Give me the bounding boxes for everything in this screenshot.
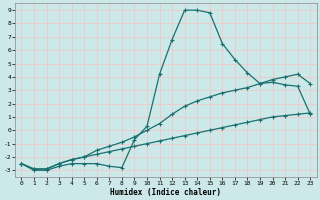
X-axis label: Humidex (Indice chaleur): Humidex (Indice chaleur) (110, 188, 221, 197)
